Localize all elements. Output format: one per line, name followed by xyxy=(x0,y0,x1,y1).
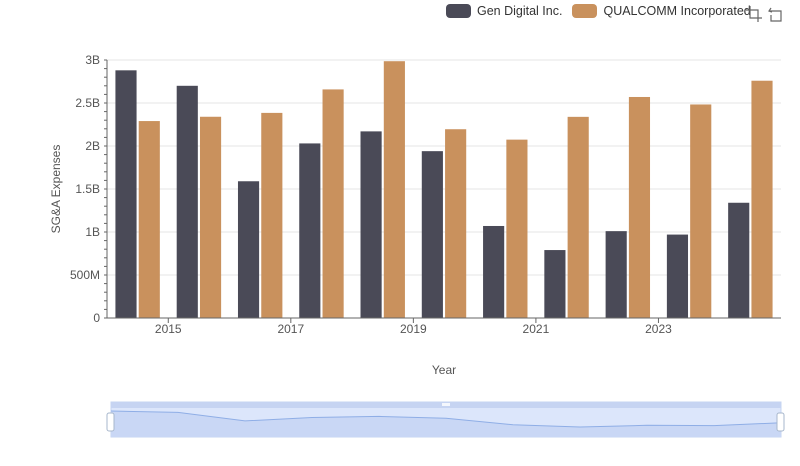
axis-layer: 0 500M 1B 1.5B 2B 2.5B 3B 2015 2017 2019 2021 2023 Y… xyxy=(49,53,781,377)
bar-series-1-2014[interactable] xyxy=(138,121,160,318)
zoom-select-icon[interactable] xyxy=(745,5,763,23)
bar-series-1-2020[interactable] xyxy=(506,139,528,318)
bar-series-0-2018[interactable] xyxy=(360,131,382,318)
x-tick-label: 2015 xyxy=(155,322,182,336)
x-tick-label: 2021 xyxy=(523,322,550,336)
y-tick-label: 500M xyxy=(70,268,100,282)
legend-label-series-1: QUALCOMM Incorporated xyxy=(603,4,751,18)
zoom-line-preview xyxy=(110,410,782,428)
y-tick-label: 1B xyxy=(85,225,100,239)
y-tick-label: 1.5B xyxy=(75,182,100,196)
data-zoom-slider[interactable] xyxy=(106,401,785,438)
bars-layer xyxy=(115,61,773,318)
x-axis-title: Year xyxy=(432,363,456,377)
legend-label-series-0: Gen Digital Inc. xyxy=(477,4,563,18)
legend: Gen Digital Inc. QUALCOMM Incorporated xyxy=(446,4,761,18)
y-axis-title: SG&A Expenses xyxy=(49,145,63,234)
y-tick-label: 3B xyxy=(85,53,100,67)
chart-toolbar xyxy=(745,5,789,23)
bar-series-1-2023[interactable] xyxy=(690,104,712,318)
bar-series-1-2017[interactable] xyxy=(322,89,344,318)
bar-series-1-2019[interactable] xyxy=(445,129,467,318)
zoom-handle-right[interactable] xyxy=(776,412,785,432)
bar-series-0-2019[interactable] xyxy=(421,151,443,318)
legend-swatch-series-0 xyxy=(446,4,471,18)
bar-series-1-2015[interactable] xyxy=(199,116,222,318)
zoom-area-preview xyxy=(111,411,781,437)
bar-series-1-2024[interactable] xyxy=(751,80,773,318)
bar-series-1-2021[interactable] xyxy=(567,116,589,318)
x-tick-label: 2017 xyxy=(277,322,304,336)
restore-icon[interactable] xyxy=(767,5,785,23)
y-tick-label: 0 xyxy=(93,311,100,325)
bar-series-0-2023[interactable] xyxy=(666,234,689,318)
bar-series-1-2018[interactable] xyxy=(383,61,405,318)
legend-item-series-1[interactable]: QUALCOMM Incorporated xyxy=(572,4,751,18)
legend-item-series-0[interactable]: Gen Digital Inc. xyxy=(446,4,562,18)
bar-series-0-2022[interactable] xyxy=(605,231,627,318)
x-tick-label: 2019 xyxy=(400,322,427,336)
x-tick-label: 2023 xyxy=(645,322,672,336)
zoom-drag-grip[interactable] xyxy=(442,403,450,406)
bar-series-0-2016[interactable] xyxy=(237,181,260,318)
bar-series-0-2024[interactable] xyxy=(728,202,750,318)
zoom-handle-left[interactable] xyxy=(106,412,115,432)
bar-series-0-2017[interactable] xyxy=(299,143,321,318)
bar-series-0-2020[interactable] xyxy=(483,225,505,318)
legend-swatch-series-1 xyxy=(572,4,598,18)
bar-series-0-2014[interactable] xyxy=(115,70,137,318)
bar-series-0-2015[interactable] xyxy=(176,85,198,318)
bar-series-1-2016[interactable] xyxy=(261,112,283,318)
y-tick-label: 2B xyxy=(85,139,100,153)
bar-series-1-2022[interactable] xyxy=(628,96,651,318)
bar-series-0-2021[interactable] xyxy=(544,250,566,318)
y-tick-label: 2.5B xyxy=(75,96,100,110)
